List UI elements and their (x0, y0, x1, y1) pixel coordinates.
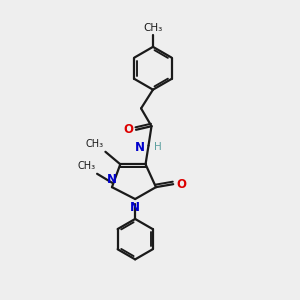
Text: N: N (107, 173, 117, 186)
Text: N: N (135, 140, 145, 154)
Text: CH₃: CH₃ (143, 23, 163, 34)
Text: H: H (154, 142, 162, 152)
Text: CH₃: CH₃ (77, 161, 96, 171)
Text: CH₃: CH₃ (86, 140, 104, 149)
Text: O: O (176, 178, 186, 191)
Text: O: O (123, 123, 133, 136)
Text: N: N (130, 200, 140, 214)
